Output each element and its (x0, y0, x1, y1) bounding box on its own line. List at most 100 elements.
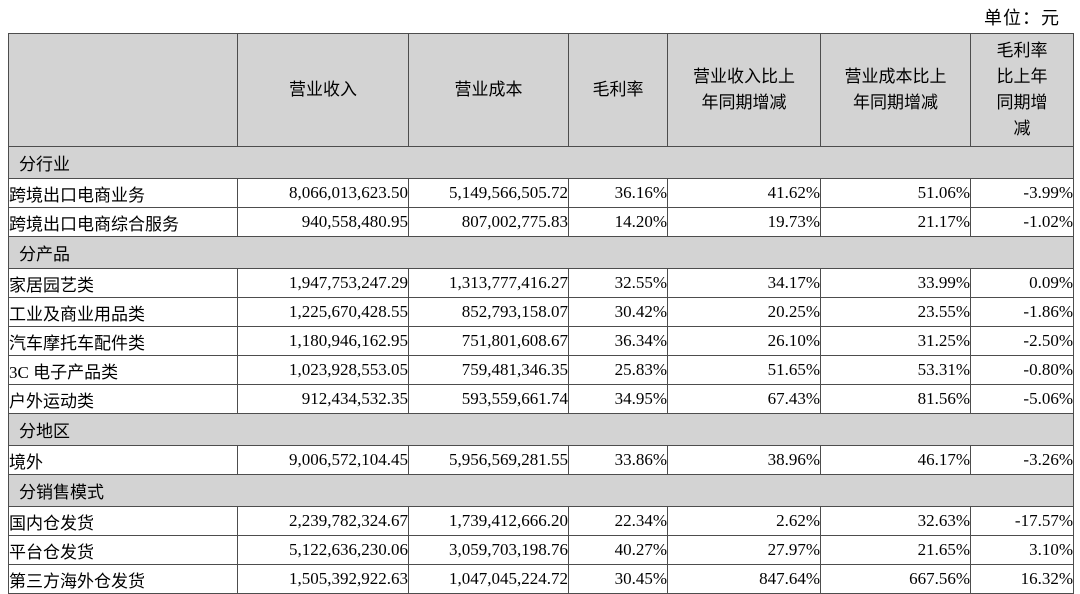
cell-value: 51.06% (820, 178, 971, 208)
section-title: 分销售模式 (8, 474, 1074, 507)
header-cell-cost-yoy: 营业成本比上 年同期增减 (820, 33, 971, 147)
cell-value: 36.16% (568, 178, 668, 208)
row-label: 境外 (8, 445, 238, 475)
table-header: 营业收入 营业成本 毛利率 营业收入比上 年同期增减 营业成本比上 年同期增减 … (8, 33, 1074, 147)
cell-value: 31.25% (820, 326, 971, 356)
row-label: 平台仓发货 (8, 535, 238, 565)
cell-value: 53.31% (820, 355, 971, 385)
table-body: 分行业 跨境出口电商业务 8,066,013,623.50 5,149,566,505… (8, 146, 1074, 594)
cell-value: 1,739,412,666.20 (408, 506, 569, 536)
table-row: 3C 电子产品类 1,023,928,553.05 759,481,346.35 25… (8, 355, 1074, 385)
cell-value: 21.65% (820, 535, 971, 565)
cell-value: 41.62% (667, 178, 821, 208)
cell-value: 940,558,480.95 (237, 207, 409, 237)
cell-value: 5,956,569,281.55 (408, 445, 569, 475)
header-cell-category (8, 33, 238, 147)
cell-value: 67.43% (667, 384, 821, 414)
cell-value: 25.83% (568, 355, 668, 385)
cell-value: 1,947,753,247.29 (237, 268, 409, 298)
table-row: 家居园艺类 1,947,753,247.29 1,313,777,416.27 32.… (8, 268, 1074, 298)
cell-value: -5.06% (970, 384, 1074, 414)
cell-value: -3.26% (970, 445, 1074, 475)
cell-value: 27.97% (667, 535, 821, 565)
section-row: 分销售模式 (8, 474, 1074, 507)
cell-value: -17.57% (970, 506, 1074, 536)
cell-value: 8,066,013,623.50 (237, 178, 409, 208)
row-label: 汽车摩托车配件类 (8, 326, 238, 356)
cell-value: 36.34% (568, 326, 668, 356)
cell-value: -2.50% (970, 326, 1074, 356)
cell-value: 9,006,572,104.45 (237, 445, 409, 475)
cell-value: 1,225,670,428.55 (237, 297, 409, 327)
row-label: 户外运动类 (8, 384, 238, 414)
cell-value: 32.63% (820, 506, 971, 536)
cell-value: 593,559,661.74 (408, 384, 569, 414)
cell-value: 20.25% (667, 297, 821, 327)
cell-value: 33.86% (568, 445, 668, 475)
cell-value: 40.27% (568, 535, 668, 565)
cell-value: 1,505,392,922.63 (237, 564, 409, 594)
cell-value: 30.42% (568, 297, 668, 327)
table-row: 境外 9,006,572,104.45 5,956,569,281.55 33.86%… (8, 445, 1074, 475)
cell-value: 23.55% (820, 297, 971, 327)
row-label: 家居园艺类 (8, 268, 238, 298)
cell-value: 32.55% (568, 268, 668, 298)
section-row: 分产品 (8, 236, 1074, 269)
cell-value: 1,023,928,553.05 (237, 355, 409, 385)
cell-value: 912,434,532.35 (237, 384, 409, 414)
cell-value: 51.65% (667, 355, 821, 385)
row-label: 跨境出口电商综合服务 (8, 207, 238, 237)
table-row: 平台仓发货 5,122,636,230.06 3,059,703,198.76 40.… (8, 535, 1074, 565)
cell-value: 26.10% (667, 326, 821, 356)
cell-value: 759,481,346.35 (408, 355, 569, 385)
cell-value: 22.34% (568, 506, 668, 536)
header-cell-margin-yoy: 毛利率 比上年 同期增 减 (970, 33, 1074, 147)
cell-value: -1.86% (970, 297, 1074, 327)
table-row: 工业及商业用品类 1,225,670,428.55 852,793,158.07 30… (8, 297, 1074, 327)
cell-value: 34.17% (667, 268, 821, 298)
cell-value: -3.99% (970, 178, 1074, 208)
section-title: 分地区 (8, 413, 1074, 446)
row-label: 工业及商业用品类 (8, 297, 238, 327)
table-row: 跨境出口电商综合服务 940,558,480.95 807,002,775.83 14… (8, 207, 1074, 237)
table-row: 汽车摩托车配件类 1,180,946,162.95 751,801,608.67 36… (8, 326, 1074, 356)
cell-value: -1.02% (970, 207, 1074, 237)
cell-value: 0.09% (970, 268, 1074, 298)
section-title: 分行业 (8, 146, 1074, 179)
cell-value: 21.17% (820, 207, 971, 237)
cell-value: 807,002,775.83 (408, 207, 569, 237)
cell-value: 14.20% (568, 207, 668, 237)
row-label: 3C 电子产品类 (8, 355, 238, 385)
cell-value: 81.56% (820, 384, 971, 414)
row-label: 国内仓发货 (8, 506, 238, 536)
cell-value: 2.62% (667, 506, 821, 536)
row-label: 跨境出口电商业务 (8, 178, 238, 208)
cell-value: -0.80% (970, 355, 1074, 385)
cell-value: 1,047,045,224.72 (408, 564, 569, 594)
header-row: 营业收入 营业成本 毛利率 营业收入比上 年同期增减 营业成本比上 年同期增减 … (8, 33, 1074, 147)
cell-value: 5,122,636,230.06 (237, 535, 409, 565)
section-title: 分产品 (8, 236, 1074, 269)
cell-value: 852,793,158.07 (408, 297, 569, 327)
cell-value: 5,149,566,505.72 (408, 178, 569, 208)
header-cell-gross-margin: 毛利率 (568, 33, 668, 147)
table-row: 第三方海外仓发货 1,505,392,922.63 1,047,045,224.72… (8, 564, 1074, 594)
cell-value: 2,239,782,324.67 (237, 506, 409, 536)
header-cell-cost: 营业成本 (408, 33, 569, 147)
cell-value: 34.95% (568, 384, 668, 414)
cell-value: 3,059,703,198.76 (408, 535, 569, 565)
cell-value: 751,801,608.67 (408, 326, 569, 356)
cell-value: 38.96% (667, 445, 821, 475)
cell-value: 33.99% (820, 268, 971, 298)
table-row: 户外运动类 912,434,532.35 593,559,661.74 34.95% 6… (8, 384, 1074, 414)
cell-value: 847.64% (667, 564, 821, 594)
section-row: 分地区 (8, 413, 1074, 446)
cell-value: 1,180,946,162.95 (237, 326, 409, 356)
table-row: 国内仓发货 2,239,782,324.67 1,739,412,666.20 22.… (8, 506, 1074, 536)
cell-value: 667.56% (820, 564, 971, 594)
cell-value: 3.10% (970, 535, 1074, 565)
header-cell-revenue-yoy: 营业收入比上 年同期增减 (667, 33, 821, 147)
cell-value: 19.73% (667, 207, 821, 237)
cell-value: 1,313,777,416.27 (408, 268, 569, 298)
